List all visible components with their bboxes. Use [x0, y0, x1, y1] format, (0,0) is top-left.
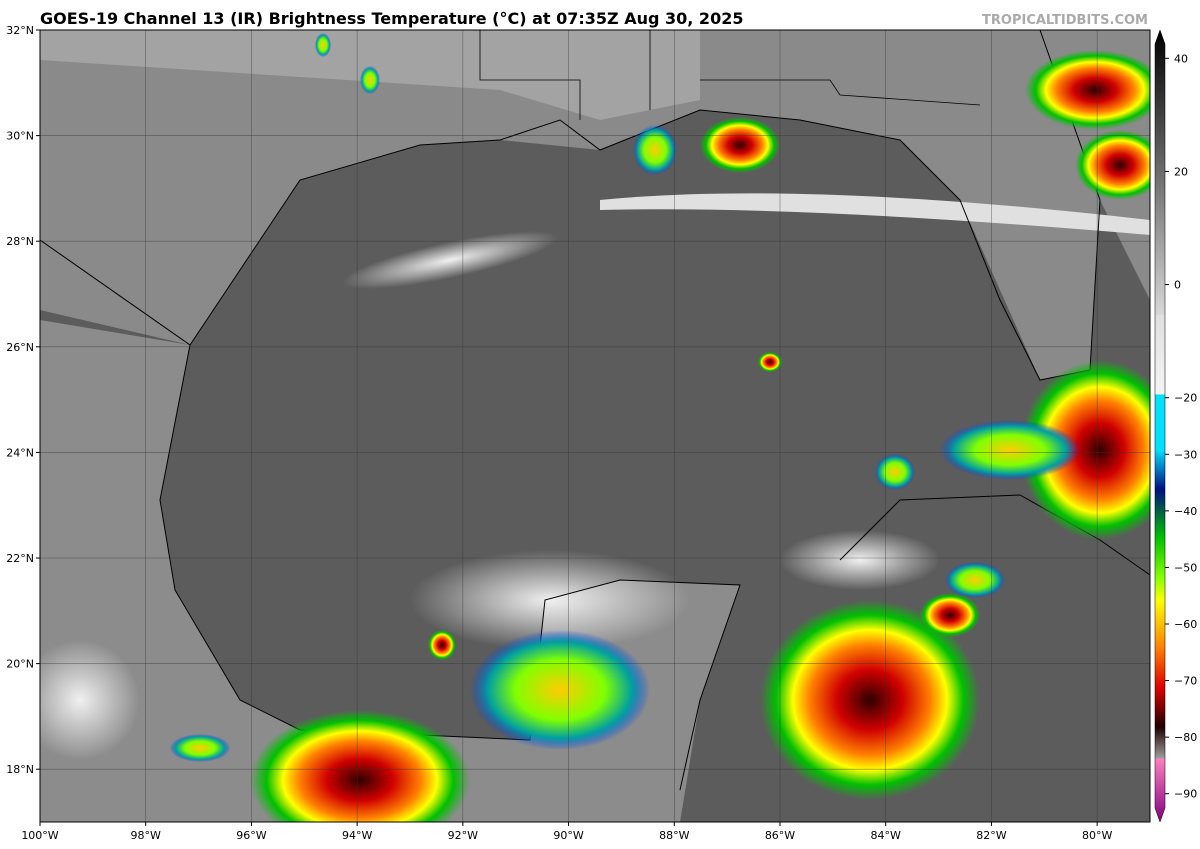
y-tick-label: 28°N — [6, 235, 34, 248]
map — [40, 30, 1150, 822]
x-tick-label: 98°W — [131, 829, 161, 842]
title: GOES-19 Channel 13 (IR) Brightness Tempe… — [40, 9, 743, 28]
colorbar-label: −40 — [1174, 505, 1197, 518]
colorbar-label: −90 — [1174, 788, 1197, 801]
x-tick-label: 100°W — [21, 829, 58, 842]
y-tick-label: 22°N — [6, 552, 34, 565]
x-tick-label: 92°W — [448, 829, 478, 842]
x-tick-label: 90°W — [553, 829, 583, 842]
y-tick-label: 30°N — [6, 130, 34, 143]
colorbar-label: 40 — [1174, 52, 1188, 65]
colorbar — [1154, 29, 1166, 823]
y-tick-label: 32°N — [6, 24, 34, 37]
x-tick-label: 80°W — [1082, 829, 1112, 842]
y-tick-label: 20°N — [6, 658, 34, 671]
x-tick-label: 82°W — [976, 829, 1006, 842]
x-tick-label: 86°W — [765, 829, 795, 842]
x-tick-label: 94°W — [342, 829, 372, 842]
colorbar-label: −20 — [1174, 392, 1197, 405]
colorbar-label: −70 — [1174, 675, 1197, 688]
y-tick-label: 26°N — [6, 341, 34, 354]
colorbar-label: −50 — [1174, 561, 1197, 574]
colorbar-label: 20 — [1174, 165, 1188, 178]
map-frame — [39, 29, 1151, 823]
colorbar-label: −30 — [1174, 448, 1197, 461]
x-tick-label: 96°W — [236, 829, 266, 842]
colorbar-label: 0 — [1174, 279, 1181, 292]
colorbar-label: −60 — [1174, 618, 1197, 631]
colorbar-label: −80 — [1174, 731, 1197, 744]
y-tick-label: 24°N — [6, 446, 34, 459]
x-tick-label: 84°W — [871, 829, 901, 842]
watermark: TROPICALTIDBITS.COM — [982, 13, 1148, 28]
y-tick-label: 18°N — [6, 763, 34, 776]
x-tick-label: 88°W — [659, 829, 689, 842]
